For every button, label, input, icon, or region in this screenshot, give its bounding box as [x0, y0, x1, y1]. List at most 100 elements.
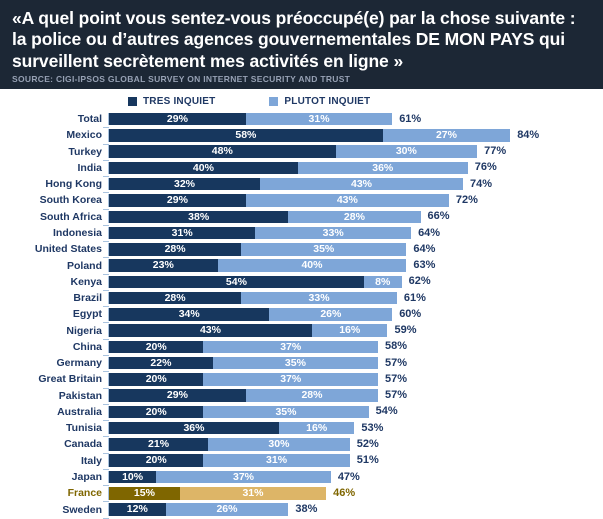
tres-inquiet-segment: 34%	[109, 308, 270, 321]
segment-value: 33%	[308, 291, 330, 304]
source-note: SOURCE: CIGI-IPSOS GLOBAL SURVEY ON INTE…	[12, 74, 351, 85]
tres-inquiet-segment: 29%	[109, 389, 246, 402]
chart-row: Tunisia 36% 16% 53%	[0, 420, 603, 438]
country-label: Mexico	[66, 129, 102, 142]
chart-row: Canada 21% 30% 52%	[0, 436, 603, 454]
total-label: 59%	[394, 324, 417, 337]
tres-inquiet-segment: 48%	[109, 145, 336, 158]
tres-inquiet-segment: 43%	[109, 324, 312, 337]
segment-value: 28%	[301, 389, 323, 402]
tres-inquiet-segment: 10%	[109, 470, 157, 484]
plutot-inquiet-segment: 16%	[311, 324, 388, 337]
segment-value: 48%	[211, 145, 233, 158]
tres-inquiet-segment: 38%	[109, 210, 289, 223]
country-label: Egypt	[72, 308, 102, 321]
chart-row: Poland 23% 40% 63%	[0, 257, 603, 275]
plutot-inquiet-segment: 28%	[245, 389, 379, 402]
tres-inquiet-segment: 20%	[109, 340, 204, 354]
segment-value: 28%	[343, 210, 365, 223]
legend: TRES INQUIET PLUTOT INQUIET	[128, 94, 603, 108]
country-label: Pakistan	[58, 389, 102, 402]
segment-value: 37%	[280, 340, 302, 353]
country-label: China	[72, 340, 102, 353]
country-label: Sweden	[62, 503, 102, 516]
header: «A quel point vous sentez-vous préoccupé…	[0, 0, 603, 90]
segment-value: 20%	[145, 340, 167, 353]
segment-value: 35%	[313, 243, 335, 256]
segment-value: 40%	[301, 259, 323, 272]
tres-inquiet-segment: 28%	[109, 291, 242, 305]
chart-row: China 20% 37% 58%	[0, 339, 603, 357]
bar-track: 58% 27%	[108, 129, 511, 142]
bar-track: 34% 26%	[108, 308, 393, 321]
segment-value: 43%	[199, 324, 221, 337]
chart-row: Hong Kong 32% 43% 74%	[0, 176, 603, 194]
plutot-inquiet-segment: 30%	[208, 438, 350, 451]
total-label: 38%	[295, 503, 318, 516]
tres-inquiet-segment: 36%	[109, 421, 279, 435]
country-label: Hong Kong	[45, 178, 102, 191]
segment-value: 32%	[174, 177, 196, 190]
tres-inquiet-segment: 40%	[109, 161, 298, 175]
bar-track: 23% 40%	[108, 259, 407, 272]
country-label: Great Britain	[38, 373, 102, 386]
country-label: Canada	[64, 438, 102, 451]
segment-value: 36%	[183, 421, 205, 434]
total-label: 84%	[517, 128, 540, 141]
segment-value: 20%	[145, 373, 167, 386]
bar-track: 29% 28%	[108, 389, 379, 402]
chart-row: Italy 20% 31% 51%	[0, 453, 603, 471]
segment-value: 16%	[339, 324, 361, 337]
country-label: Turkey	[68, 145, 102, 158]
total-label: 58%	[385, 340, 408, 353]
chart-title: «A quel point vous sentez-vous préoccupé…	[12, 8, 576, 71]
plutot-inquiet-segment: 31%	[203, 454, 350, 467]
bar-track: 28% 33%	[108, 291, 397, 305]
segment-value: 8%	[375, 275, 391, 288]
chart-row: United States 28% 35% 64%	[0, 241, 603, 259]
tres-inquiet-segment: 58%	[109, 129, 383, 142]
total-label: 61%	[403, 291, 426, 304]
country-label: Italy	[80, 454, 102, 467]
segment-value: 37%	[232, 470, 254, 483]
plutot-inquiet-segment: 26%	[269, 308, 393, 321]
total-label: 57%	[385, 372, 408, 385]
plutot-inquiet-segment: 27%	[382, 129, 511, 142]
tres-inquiet-segment: 22%	[109, 356, 213, 370]
plutot-inquiet-segment: 31%	[245, 112, 393, 126]
bar-track: 40% 36%	[108, 161, 468, 175]
chart-row: Australia 20% 35% 54%	[0, 404, 603, 422]
segment-value: 12%	[126, 503, 148, 516]
segment-value: 58%	[235, 129, 257, 142]
segment-value: 28%	[164, 291, 186, 304]
segment-value: 36%	[372, 161, 394, 174]
tres-inquiet-segment: 29%	[109, 194, 246, 207]
chart-row: Japan 10% 37% 47%	[0, 469, 603, 487]
bar-track: 10% 37%	[108, 470, 331, 484]
bar-track: 36% 16%	[108, 421, 355, 435]
segment-value: 20%	[145, 405, 167, 418]
chart-row: Brazil 28% 33% 61%	[0, 290, 603, 308]
chart-row: South Korea 29% 43% 72%	[0, 192, 603, 210]
plutot-inquiet-segment: 37%	[156, 470, 331, 484]
bar-track: 43% 16%	[108, 324, 388, 337]
chart-row: Total 29% 31% 61%	[0, 111, 603, 129]
total-label: 72%	[455, 193, 478, 206]
total-label: 46%	[333, 486, 356, 499]
segment-value: 23%	[152, 259, 174, 272]
total-label: 63%	[413, 259, 436, 272]
tres-inquiet-segment: 12%	[109, 503, 166, 516]
tres-inquiet-segment: 20%	[109, 405, 204, 419]
plutot-inquiet-segment: 40%	[217, 259, 407, 272]
plutot-inquiet-segment: 36%	[297, 161, 468, 175]
tres-inquiet-segment: 21%	[109, 438, 209, 451]
plutot-inquiet-segment: 26%	[165, 503, 289, 516]
plutot-inquiet-segment: 33%	[255, 226, 412, 240]
chart-row: Egypt 34% 26% 60%	[0, 306, 603, 324]
chart-row: South Africa 38% 28% 66%	[0, 209, 603, 227]
tres-inquiet-segment: 28%	[109, 243, 242, 256]
bar-track: 20% 35%	[108, 405, 369, 419]
segment-value: 26%	[320, 308, 342, 321]
legend-label: PLUTOT INQUIET	[284, 95, 371, 107]
plutot-inquiet-segment: 35%	[212, 356, 379, 370]
